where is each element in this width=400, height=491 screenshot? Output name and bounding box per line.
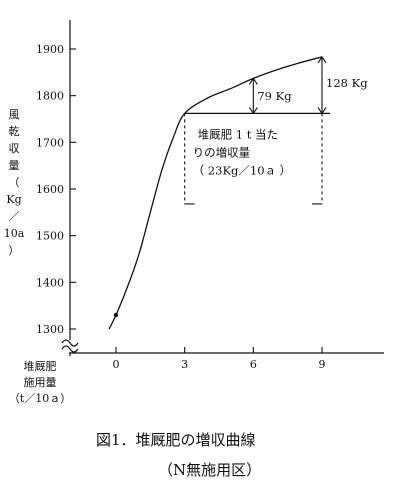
x-axis-label-line: （t／10ａ） (9, 392, 71, 405)
x-axis-label-line: 堆厩肥 (24, 360, 57, 373)
y-axis-label-char: 乾 (9, 125, 20, 138)
y-tick-label: 1600 (36, 183, 64, 196)
y-tick-label: 1300 (36, 323, 64, 336)
data-point (113, 312, 119, 318)
y-tick-label: 1400 (36, 276, 64, 289)
x-ticks: 0 3 6 9 (113, 347, 326, 371)
axis-break-mark-2 (61, 345, 79, 353)
y-axis-label-char: ／ (9, 210, 20, 223)
y-axis-label-char: 10a (4, 227, 25, 240)
y-tick-label: 1500 (36, 230, 64, 243)
y-ticks: 1300 1400 1500 1600 1700 1800 1900 (36, 43, 76, 336)
y-tick-label: 1700 (36, 136, 64, 149)
gain-arrow-6-head-top (248, 77, 258, 85)
y-axis-label-char: ） (9, 244, 20, 257)
gain-arrow-9-head-top (317, 55, 327, 64)
series-line (108, 56, 323, 330)
x-tick-label: 3 (181, 358, 188, 371)
x-tick-label: 0 (113, 358, 120, 371)
x-tick-label: 6 (250, 358, 257, 371)
y-axis-label-char: （ (9, 176, 20, 189)
gain-arrow-6-head-bottom (248, 107, 258, 115)
y-axis-label-char: Kg (6, 193, 21, 206)
box-note-line: りの増収量 (193, 145, 251, 159)
axis-break-mark (61, 339, 79, 347)
y-axis-label-char: 収 (9, 142, 20, 155)
y-axis-label-char: 量 (9, 159, 20, 172)
gain-label-9: 128 Kg (326, 76, 368, 90)
y-tick-label: 1800 (36, 90, 64, 103)
box-note-line: 堆厩肥 1 t 当た (198, 127, 278, 141)
y-tick-label: 1900 (36, 43, 64, 56)
x-axis-label-line: 施用量 (24, 376, 57, 389)
chart-subtitle: （N無施用区） (158, 461, 261, 479)
box-note-line: （ 23Kg／10ａ ） (193, 163, 292, 177)
x-tick-label: 9 (319, 358, 326, 371)
gain-label-6: 79 Kg (257, 89, 292, 103)
y-axis-label-char: 風 (9, 108, 20, 121)
chart-title: 図1．堆厩肥の増収曲線 (96, 431, 256, 449)
